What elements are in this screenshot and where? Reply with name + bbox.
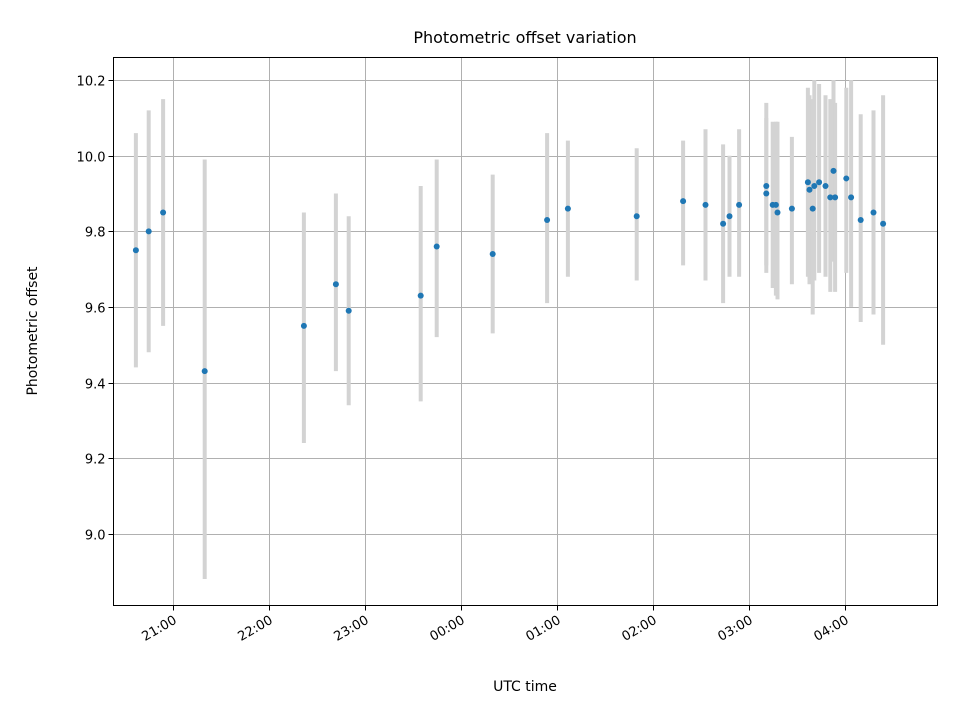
data-point: [848, 194, 855, 201]
data-point: [870, 209, 877, 216]
y-axis-label: Photometric offset: [25, 266, 41, 396]
data-point: [345, 307, 352, 314]
data-point: [880, 220, 887, 227]
data-point: [811, 182, 818, 189]
data-point: [806, 186, 813, 193]
data-point: [433, 243, 440, 250]
x-axis-label: UTC time: [493, 679, 557, 695]
y-tick-label: 9.6: [85, 302, 106, 317]
data-point: [830, 167, 837, 174]
data-point: [564, 205, 571, 212]
data-point: [489, 251, 496, 258]
data-point: [763, 182, 770, 189]
data-point: [160, 209, 167, 216]
data-point: [832, 194, 839, 201]
data-point: [726, 213, 733, 220]
data-points: [132, 167, 887, 375]
data-point: [201, 368, 208, 375]
data-point: [816, 179, 823, 186]
data-point: [633, 213, 640, 220]
data-point: [843, 175, 850, 182]
data-point: [822, 182, 829, 189]
data-point: [720, 220, 727, 227]
data-point: [809, 205, 816, 212]
data-point: [772, 201, 779, 208]
plot-frame: [113, 57, 938, 606]
y-axis-ticks: 9.0 9.2 9.4 9.6 9.8 10.0 10.2: [77, 75, 114, 544]
data-point: [300, 322, 307, 329]
y-tick-label: 9.2: [85, 453, 106, 468]
data-point: [857, 217, 864, 224]
y-tick-label: 9.8: [85, 226, 106, 241]
data-point: [788, 205, 795, 212]
y-tick-label: 10.0: [77, 151, 106, 166]
data-point: [702, 201, 709, 208]
data-point: [774, 209, 781, 216]
data-point: [145, 228, 152, 235]
y-tick-label: 9.4: [85, 378, 106, 393]
y-tick-label: 9.0: [85, 529, 106, 544]
data-point: [680, 198, 687, 205]
data-point: [132, 247, 139, 254]
data-point: [804, 179, 811, 186]
data-point: [417, 292, 424, 299]
chart-title: Photometric offset variation: [413, 28, 636, 47]
data-point: [544, 217, 551, 224]
data-point: [736, 201, 743, 208]
data-point: [332, 281, 339, 288]
data-point: [827, 194, 834, 201]
y-tick-label: 10.2: [77, 75, 106, 90]
data-point: [763, 190, 770, 197]
